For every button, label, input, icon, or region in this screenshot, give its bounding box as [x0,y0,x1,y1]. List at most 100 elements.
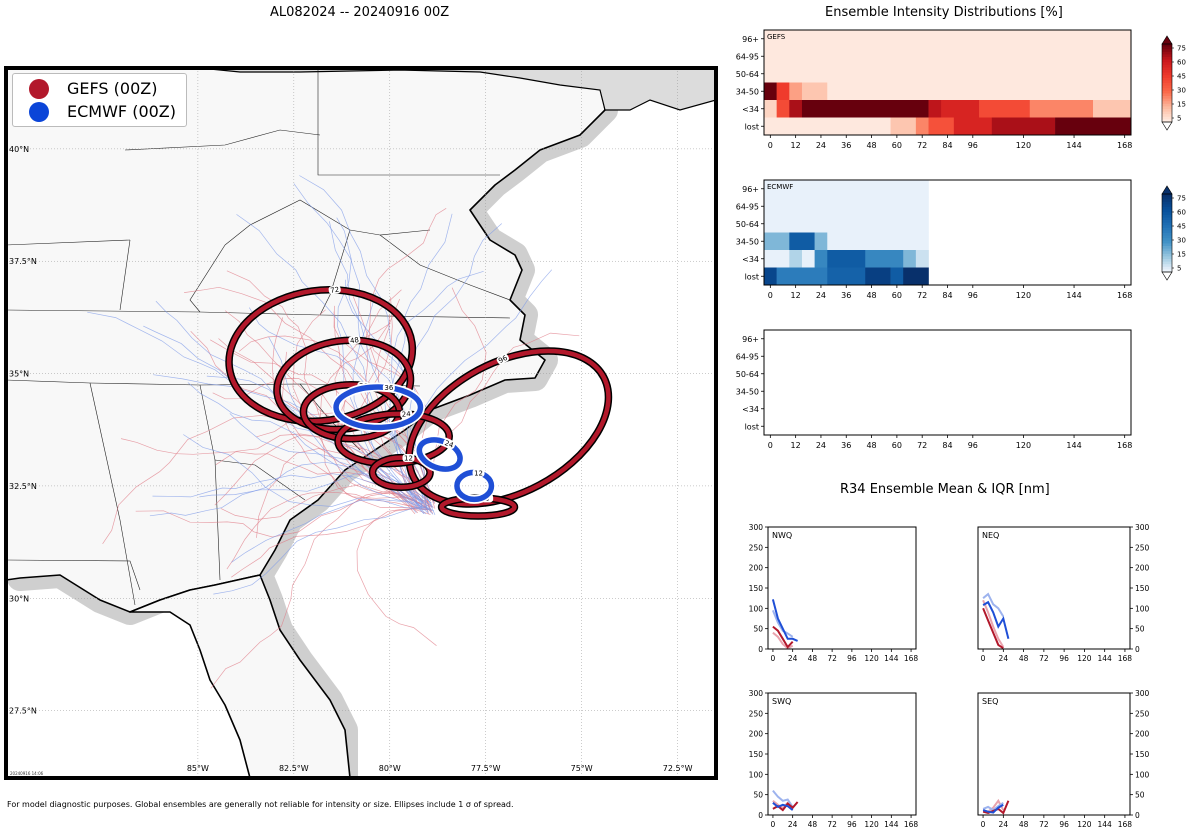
heatmap-x-tick-label: 168 [1117,141,1132,150]
ellipse-ecmwf-36: 36 [331,382,425,432]
heatmap-cell [1029,100,1094,118]
footnote: For model diagnostic purposes. Global en… [7,800,514,809]
ensemble-track-line [231,508,417,578]
r34-x-tick-label: 144 [1098,654,1113,663]
heatmap-cell [801,100,929,118]
ellipse-gefs-96: 96 [405,347,613,508]
lat-tick-label: 27.5°N [9,707,37,716]
r34-x-tick-label: 96 [1059,820,1069,829]
heatmap-cell [991,117,1056,136]
lon-tick-label: 85°W [187,764,209,773]
colorbar-tick-label: 60 [1177,209,1186,217]
heatmap-cell [789,100,803,118]
colorbar-extend-min [1161,271,1173,281]
ellipse-ecmwf-24: 24 [414,435,465,474]
heatmap-x-tick-label: 0 [768,291,773,300]
heatmap-cell [827,232,929,251]
r34-y-tick-label: 250 [749,543,764,552]
heatmap-cell [928,100,942,118]
r34-ecmwf-mean-line [982,803,1004,814]
r34-quadrant-label: NWQ [772,531,792,540]
heatmap-cell [776,100,790,118]
r34-x-tick-label: 168 [904,654,919,663]
ensemble-track-line [120,438,429,510]
r34-y-tick-label: 0 [758,811,763,820]
heatmap-x-tick-label: 168 [1117,441,1132,450]
r34-x-tick-label: 0 [981,654,986,663]
heatmap-row-label: 50-64 [736,70,759,79]
colorbar-extend-max [1161,185,1173,195]
heatmap-cell [1055,117,1132,136]
heatmap-cell [890,267,904,286]
r34-x-tick-label: 0 [771,820,776,829]
r34-y-tick-label: 250 [1135,709,1150,718]
r34-ecmwf-mean-line [771,599,798,642]
florida-land [129,574,351,778]
heatmap-model-label: GEFS [767,33,786,41]
heatmap-x-tick-label: 72 [917,291,927,300]
r34-y-tick-label: 300 [1135,689,1150,698]
heatmap-cell [1093,100,1132,118]
heatmap-row-label: 64-95 [736,202,759,211]
lon-tick-label: 80°W [379,764,401,773]
r34-y-tick-label: 200 [1135,564,1150,573]
ensemble-track-line [256,448,418,538]
colorbar-tick-label: 15 [1177,251,1186,259]
heatmap-x-tick-label: 0 [768,441,773,450]
ensemble-track-line [220,484,419,520]
heatmap-x-tick-label: 144 [1066,291,1081,300]
heatmap-x-tick-label: 12 [791,441,801,450]
heatmap-x-tick-label: 72 [917,441,927,450]
heatmap-cell [764,47,1132,66]
map-tick-labels: 40°N 37.5°N 35°N 32.5°N 30°N 27.5°N 85°W 82.5°W… [9,145,693,773]
r34-ecmwf-mean-line [982,600,1010,640]
heatmap-cell [764,100,777,118]
state-borders [6,70,511,606]
heatmap-x-tick-label: 0 [768,141,773,150]
r34-y-tick-label: 100 [749,770,764,779]
r34-x-tick-label: 144 [884,820,899,829]
ellipse-hour-label: 24 [443,439,455,450]
heatmap-cell [789,232,815,251]
heatmap-x-tick-label: 48 [866,141,876,150]
gefs-legend-marker [29,79,49,99]
colorbar-extend-max [1161,35,1173,45]
ellipse-gefs-72: 72 [225,285,417,426]
ecmwf-legend-marker [29,102,49,122]
heatmap-cell [941,100,980,118]
heatmap-cell [764,180,929,198]
heatmap-cell [764,267,777,286]
lon-tick-label: 82.5°W [279,764,309,773]
heatmap-row-label: 64-95 [736,352,759,361]
r34-y-tick-label: 100 [1135,604,1150,613]
heatmap-cell [764,65,1132,83]
ellipse-hour-label: 72 [330,286,340,295]
map-legend: GEFS (00Z) ECMWF (00Z) [12,73,187,127]
heatmap-x-tick-label: 24 [816,291,826,300]
r34-quadrant-label: NEQ [982,531,999,540]
heatmap-cell [903,267,929,286]
r34-gefs-iqr-line [982,599,1005,648]
heatmap-x-tick-label: 84 [942,291,952,300]
ellipse-hour-label: 12 [474,469,483,477]
colorbar-tick-label: 30 [1177,87,1186,95]
r34-y-tick-label: 200 [749,730,764,739]
r34-x-tick-label: 120 [1077,820,1092,829]
heatmap-x-tick-label: 60 [892,291,902,300]
r34-x-tick-label: 24 [999,654,1009,663]
r34-frame [767,692,917,816]
r34-y-tick-label: 150 [1135,750,1150,759]
heatmap-cell [776,82,790,101]
colorbar-tick-label: 5 [1177,265,1181,273]
map-gridlines [6,68,716,778]
r34-x-tick-label: 144 [1098,820,1113,829]
r34-x-tick-label: 168 [904,820,919,829]
ensemble-track-line [199,473,434,508]
heatmap-x-tick-label: 12 [791,141,801,150]
heatmap-cell [827,250,866,268]
